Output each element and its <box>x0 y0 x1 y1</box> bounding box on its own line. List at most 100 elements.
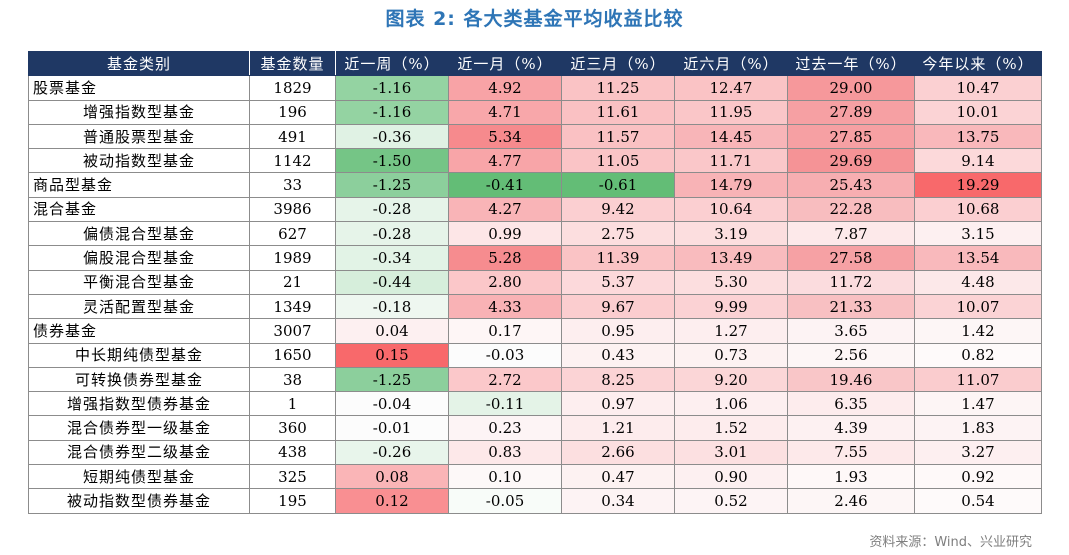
return-value-cell: -1.16 <box>335 99 449 125</box>
return-value-cell: 29.00 <box>787 75 915 101</box>
table-row: 中长期纯债型基金 1650 0.15 -0.03 0.43 0.73 2.56 0.82 <box>28 342 1042 368</box>
return-value-cell: 0.10 <box>448 464 562 490</box>
return-value-cell: 27.89 <box>787 99 915 125</box>
return-value-cell: -0.41 <box>448 172 562 198</box>
return-value-cell: 11.25 <box>561 75 675 101</box>
fund-category-cell: 商品型基金 <box>28 172 250 198</box>
table-row: 商品型基金 33 -1.25 -0.41 -0.61 14.79 25.43 19.29 <box>28 172 1042 198</box>
return-value-cell: 29.69 <box>787 148 915 174</box>
fund-category-cell: 中长期纯债型基金 <box>28 342 250 368</box>
fund-count-cell: 627 <box>249 221 336 247</box>
fund-count-cell: 1829 <box>249 75 336 101</box>
return-value-cell: -0.34 <box>335 245 449 271</box>
return-value-cell: 21.33 <box>787 293 915 320</box>
table-row: 普通股票型基金 491 -0.36 5.34 11.57 14.45 27.85 13.75 <box>28 123 1042 150</box>
fund-count-cell: 38 <box>249 366 336 393</box>
return-value-cell: 6.35 <box>787 391 915 417</box>
return-value-cell: 19.29 <box>914 172 1042 198</box>
return-value-cell: 0.52 <box>674 488 788 514</box>
return-value-cell: 4.27 <box>448 196 562 223</box>
return-value-cell: 0.82 <box>914 342 1042 368</box>
header-1-month: 近一月（%） <box>448 50 562 77</box>
return-value-cell: 2.72 <box>448 366 562 393</box>
return-value-cell: 9.20 <box>674 366 788 393</box>
table-row: 增强指数型基金 196 -1.16 4.71 11.61 11.95 27.89 10.01 <box>28 99 1042 125</box>
fund-category-cell: 短期纯债型基金 <box>28 464 250 490</box>
return-value-cell: 12.47 <box>674 75 788 101</box>
return-value-cell: 7.87 <box>787 221 915 247</box>
fund-category-cell: 增强指数型基金 <box>28 99 250 125</box>
return-value-cell: 4.33 <box>448 293 562 320</box>
return-value-cell: 1.93 <box>787 464 915 490</box>
header-3-month: 近三月（%） <box>561 50 675 77</box>
return-value-cell: 0.83 <box>448 439 562 466</box>
return-value-cell: 11.05 <box>561 148 675 174</box>
return-value-cell: 2.46 <box>787 488 915 514</box>
return-value-cell: 10.01 <box>914 99 1042 125</box>
return-value-cell: -0.44 <box>335 269 449 295</box>
return-value-cell: 0.92 <box>914 464 1042 490</box>
source-note: 资料来源：Wind、兴业研究 <box>869 535 1032 550</box>
table-row: 股票基金 1829 -1.16 4.92 11.25 12.47 29.00 10.47 <box>28 75 1042 101</box>
return-value-cell: 10.64 <box>674 196 788 223</box>
return-value-cell: 2.75 <box>561 221 675 247</box>
return-value-cell: 0.73 <box>674 342 788 368</box>
return-value-cell: -1.16 <box>335 75 449 101</box>
fund-count-cell: 3986 <box>249 196 336 223</box>
return-value-cell: 5.30 <box>674 269 788 295</box>
header-past-year: 过去一年（%） <box>787 50 915 77</box>
return-value-cell: 14.45 <box>674 123 788 150</box>
fund-category-cell: 混合债券型二级基金 <box>28 439 250 466</box>
fund-category-cell: 平衡混合型基金 <box>28 269 250 295</box>
return-value-cell: 1.47 <box>914 391 1042 417</box>
return-value-cell: -0.28 <box>335 221 449 247</box>
fund-count-cell: 360 <box>249 415 336 441</box>
fund-category-cell: 偏债混合型基金 <box>28 221 250 247</box>
return-value-cell: 0.17 <box>448 318 562 344</box>
fund-count-cell: 1349 <box>249 293 336 320</box>
return-value-cell: 11.61 <box>561 99 675 125</box>
return-value-cell: 9.42 <box>561 196 675 223</box>
return-value-cell: 9.99 <box>674 293 788 320</box>
return-value-cell: -1.25 <box>335 172 449 198</box>
return-value-cell: 11.95 <box>674 99 788 125</box>
table-row: 被动指数型基金 1142 -1.50 4.77 11.05 11.71 29.69 9.14 <box>28 148 1042 174</box>
return-value-cell: 5.34 <box>448 123 562 150</box>
fund-count-cell: 3007 <box>249 318 336 344</box>
return-value-cell: 9.14 <box>914 148 1042 174</box>
return-value-cell: 0.12 <box>335 488 449 514</box>
fund-category-cell: 混合债券型一级基金 <box>28 415 250 441</box>
return-value-cell: 1.21 <box>561 415 675 441</box>
return-value-cell: 2.56 <box>787 342 915 368</box>
table-row: 增强指数型债券基金 1 -0.04 -0.11 0.97 1.06 6.35 1.47 <box>28 391 1042 417</box>
header-6-month: 近六月（%） <box>674 50 788 77</box>
return-value-cell: 14.79 <box>674 172 788 198</box>
return-value-cell: 0.04 <box>335 318 449 344</box>
return-value-cell: -0.26 <box>335 439 449 466</box>
return-value-cell: 9.67 <box>561 293 675 320</box>
fund-count-cell: 1142 <box>249 148 336 174</box>
fund-category-cell: 普通股票型基金 <box>28 123 250 150</box>
return-value-cell: 0.99 <box>448 221 562 247</box>
return-value-cell: 4.48 <box>914 269 1042 295</box>
fund-category-cell: 债券基金 <box>28 318 250 344</box>
return-value-cell: 0.15 <box>335 342 449 368</box>
return-value-cell: 5.28 <box>448 245 562 271</box>
return-value-cell: 13.49 <box>674 245 788 271</box>
return-value-cell: 4.71 <box>448 99 562 125</box>
return-value-cell: 0.90 <box>674 464 788 490</box>
return-value-cell: 1.83 <box>914 415 1042 441</box>
return-value-cell: -0.03 <box>448 342 562 368</box>
return-value-cell: 11.07 <box>914 366 1042 393</box>
return-value-cell: -0.28 <box>335 196 449 223</box>
table-row: 混合基金 3986 -0.28 4.27 9.42 10.64 22.28 10.68 <box>28 196 1042 223</box>
return-value-cell: -1.50 <box>335 148 449 174</box>
return-value-cell: 0.34 <box>561 488 675 514</box>
fund-category-cell: 可转换债券型基金 <box>28 366 250 393</box>
return-value-cell: 0.47 <box>561 464 675 490</box>
fund-count-cell: 1989 <box>249 245 336 271</box>
table-header-row: 基金类别 基金数量 近一周（%） 近一月（%） 近三月（%） 近六月（%） 过去… <box>28 50 1042 77</box>
fund-count-cell: 491 <box>249 123 336 150</box>
return-value-cell: -0.36 <box>335 123 449 150</box>
return-value-cell: 10.68 <box>914 196 1042 223</box>
